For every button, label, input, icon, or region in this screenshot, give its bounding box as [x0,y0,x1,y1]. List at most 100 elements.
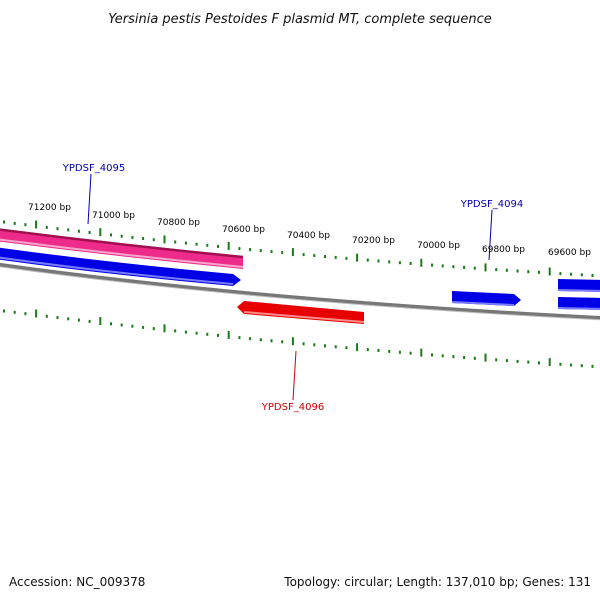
inner-minor-tick [527,360,530,364]
inner-minor-tick [110,322,112,326]
outer-minor-tick [77,229,80,233]
inner-minor-tick [24,312,27,316]
outer-minor-tick [495,268,498,272]
gene-label-4094[interactable]: YPDSF_4094 [460,199,523,210]
inner-minor-tick [441,354,444,358]
inner-minor-tick [377,349,380,352]
inner-minor-tick [67,317,70,321]
inner-minor-tick [559,362,562,366]
outer-minor-tick [313,254,316,258]
inner-major-tick [548,358,551,367]
inner-minor-tick [334,345,337,349]
tick-label-70200: 70200 bp [352,236,395,246]
outer-minor-tick [334,255,337,259]
inner-minor-tick [580,364,583,368]
inner-minor-tick [495,358,498,362]
gene-label-4095[interactable]: YPDSF_4095 [62,163,125,174]
outer-minor-tick [473,266,476,270]
gene-label-group-4095[interactable]: YPDSF_4095 [62,163,125,225]
plasmid-backbone [0,262,600,321]
inner-minor-tick [77,318,80,322]
outer-minor-tick [13,221,16,225]
outer-minor-tick [88,231,91,234]
outer-minor-tick [238,247,241,251]
outer-minor-tick [174,240,177,244]
outer-minor-tick [570,272,573,276]
outer-minor-tick [366,258,369,262]
outer-minor-tick [302,253,305,257]
outer-minor-tick [3,220,5,224]
map-title: Yersinia pestis Pestoides F plasmid MT, … [108,12,492,27]
outer-minor-tick [56,227,59,231]
inner-major-tick [227,331,230,339]
outer-minor-tick [324,255,326,258]
inner-minor-tick [463,356,466,359]
inner-minor-tick [56,316,59,320]
gene-label-group-4096[interactable]: YPDSF_4096 [261,350,324,413]
inner-minor-tick [431,353,433,357]
tick-label-69800: 69800 bp [482,245,525,255]
inner-major-tick [420,348,423,357]
outer-major-tick [291,248,294,257]
outer-major-tick [484,263,487,272]
inner-minor-tick [184,330,187,334]
inner-minor-tick [345,346,348,350]
outer-major-tick [99,228,102,237]
outer-major-tick [163,235,166,244]
tick-label-70400: 70400 bp [287,231,330,241]
outer-minor-tick [110,233,112,237]
inner-minor-tick [538,361,540,365]
inner-major-tick [356,343,359,352]
outer-major-tick [548,267,551,276]
tick-label-71200: 71200 bp [28,203,71,213]
outer-minor-tick [398,261,401,265]
outer-minor-tick [120,234,123,238]
inner-minor-tick [388,349,391,353]
inner-minor-tick [174,329,177,333]
inner-tick-row [3,309,594,368]
outer-tick-row [3,220,594,277]
outer-minor-tick [184,241,187,245]
outer-minor-tick [24,223,27,227]
inner-minor-tick [313,343,316,347]
inner-minor-tick [249,337,252,341]
outer-major-tick [35,220,38,229]
outer-minor-tick [591,273,594,277]
gene-label-4096[interactable]: YPDSF_4096 [261,402,324,413]
outer-minor-tick [45,225,48,229]
gene-arrow-forward-left[interactable] [0,247,241,286]
outer-minor-tick [259,249,262,253]
inner-minor-tick [195,331,198,335]
outer-minor-tick [217,244,219,248]
inner-minor-tick [238,336,241,340]
outer-minor-tick [281,251,284,255]
inner-minor-tick [88,319,91,323]
outer-minor-tick [67,228,70,232]
gene-arrow-reverse-4096[interactable] [237,301,365,324]
outer-major-tick [356,253,359,262]
accession-text: Accession: NC_009378 [9,575,145,589]
outer-major-tick [420,258,423,267]
gene-arrow-forward-right-upper[interactable] [557,279,600,292]
tick-label-70800: 70800 bp [157,218,200,228]
outer-minor-tick [580,273,583,277]
outer-minor-tick [516,269,519,273]
tick-label-69600: 69600 bp [548,248,591,258]
outer-minor-tick [409,262,412,265]
inner-major-tick [99,317,102,326]
gene-arrow-forward-right-lower[interactable] [557,297,600,310]
inner-minor-tick [409,351,412,355]
summary-text: Topology: circular; Length: 137,010 bp; … [283,575,591,589]
inner-minor-tick [591,364,594,368]
outer-minor-tick [195,242,198,246]
outer-minor-tick [505,268,508,272]
inner-minor-tick [302,342,305,346]
outer-minor-tick [527,270,530,274]
outer-minor-tick [206,243,209,247]
feature-band-pink[interactable] [0,228,244,269]
inner-minor-tick [45,314,48,318]
outer-minor-tick [538,270,540,274]
gene-label-group-4094[interactable]: YPDSF_4094 [460,199,523,261]
inner-major-tick [484,353,487,362]
gene-arrow-forward-4094[interactable] [451,291,521,306]
